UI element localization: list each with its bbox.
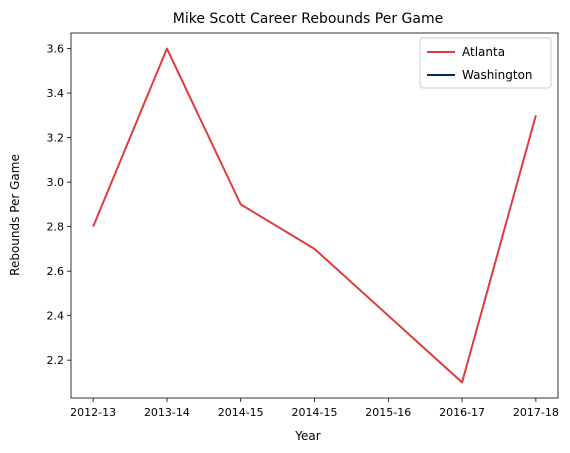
x-tick-label-5: 2016-17	[439, 406, 485, 419]
y-tick-label-5: 3.2	[47, 132, 65, 145]
legend: Atlanta Washington	[419, 37, 552, 89]
x-tick-label-3: 2014-15	[292, 406, 338, 419]
legend-label-0: Atlanta	[462, 45, 505, 59]
plot-area: 2.2 2.4 2.6 2.8 3.0 3.2 3.4 3.6 2012-13 2013-14 20…	[47, 32, 559, 419]
x-tick-label-1: 2013-14	[144, 406, 190, 419]
x-tick-label-2: 2014-15	[218, 406, 264, 419]
x-tick-label-0: 2012-13	[70, 406, 116, 419]
y-tick-label-4: 3.0	[47, 176, 65, 189]
series-line-0	[92, 47, 537, 384]
y-axis-label: Rebounds Per Game	[8, 154, 22, 276]
y-tick-label-6: 3.4	[47, 87, 65, 100]
y-tick-label-1: 2.4	[47, 310, 65, 323]
y-tick-label-3: 2.8	[47, 221, 65, 234]
x-tick-label-4: 2015-16	[365, 406, 411, 419]
chart-title: Mike Scott Career Rebounds Per Game	[173, 11, 443, 27]
x-axis-label: Year	[294, 429, 320, 443]
y-tick-label-7: 3.6	[47, 43, 65, 56]
y-tick-label-0: 2.2	[47, 354, 65, 367]
y-tick-label-2: 2.6	[47, 265, 65, 278]
legend-label-1: Washington	[462, 68, 533, 82]
x-tick-label-6: 2017-18	[513, 406, 559, 419]
